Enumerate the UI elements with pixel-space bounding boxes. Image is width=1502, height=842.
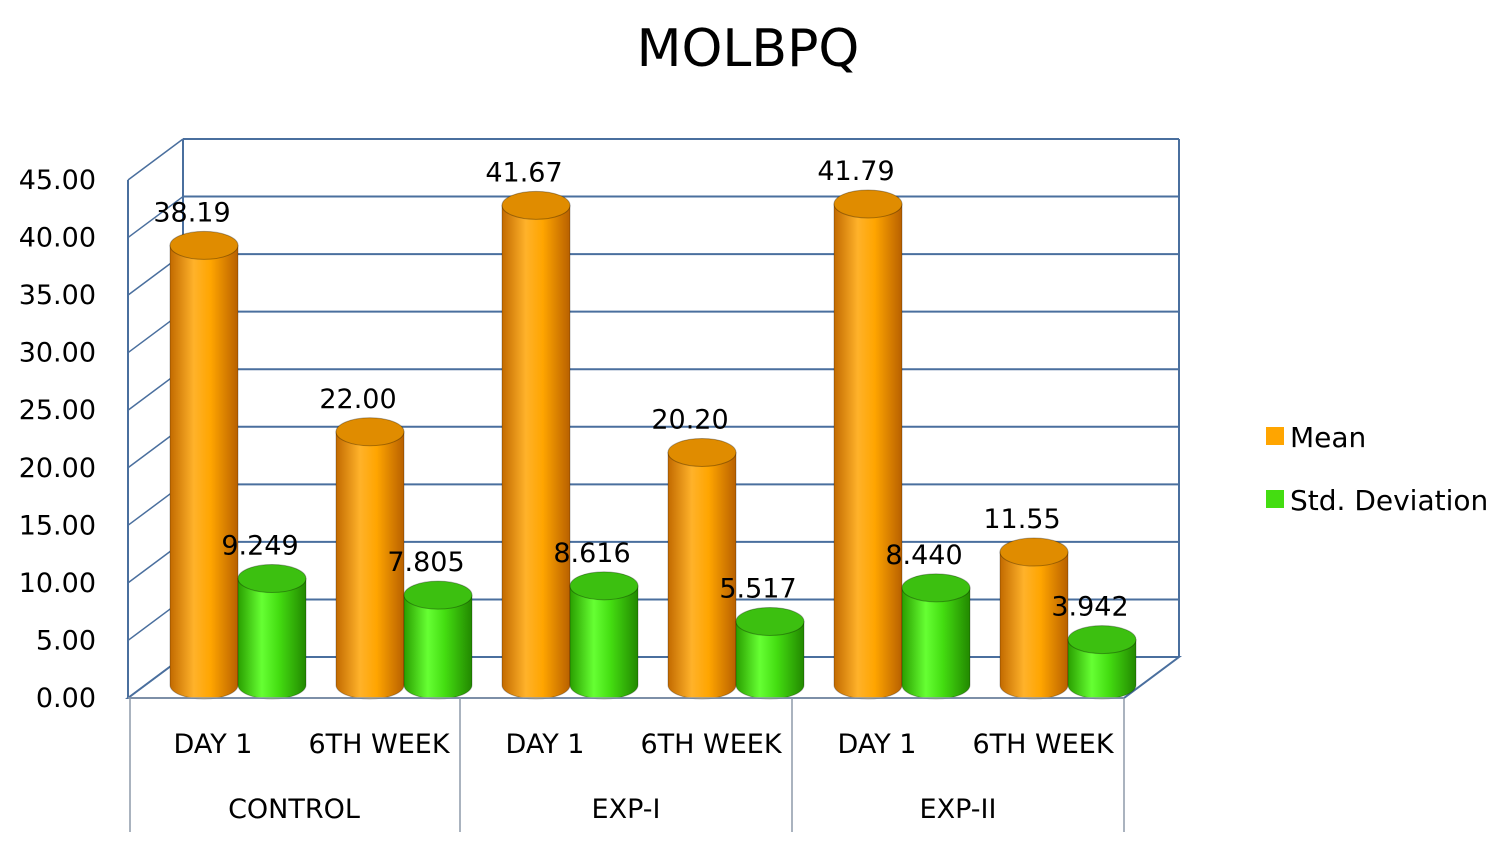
category-label: DAY 1 [838, 729, 917, 760]
cylinder-body [999, 551, 1069, 700]
group-label: CONTROL [228, 794, 360, 825]
y-tick-label: 15.00 [19, 510, 96, 541]
mean-bar [169, 230, 239, 700]
mean-bar [335, 417, 405, 700]
cylinder-body [237, 578, 307, 700]
cylinder-body [569, 585, 639, 700]
y-tick-label: 25.00 [19, 395, 96, 426]
cylinder-top [403, 580, 473, 610]
data-label: 8.440 [885, 540, 962, 571]
group-label: EXP-I [592, 794, 661, 825]
cylinder-top [735, 606, 805, 636]
y-tick-label: 0.00 [36, 683, 96, 714]
cylinder-top [169, 230, 239, 260]
cylinder-body [901, 587, 971, 700]
gridline-side [127, 138, 184, 181]
data-label: 11.55 [983, 504, 1060, 535]
cylinder-body [501, 204, 571, 700]
legend-swatch [1266, 427, 1284, 445]
cylinder-top [237, 564, 307, 594]
y-tick-label: 5.00 [36, 625, 96, 656]
std-deviation-bar [569, 571, 639, 700]
legend: Mean Std. Deviation [1266, 421, 1488, 517]
mean-bar [667, 437, 737, 700]
data-label: 5.517 [719, 573, 796, 604]
cylinder-top [901, 573, 971, 603]
cylinder-body [335, 431, 405, 700]
category-label: 6TH WEEK [972, 729, 1114, 760]
cylinder-body [833, 203, 903, 700]
data-label: 38.19 [153, 197, 230, 228]
mean-bar [501, 190, 571, 700]
cylinder-top [999, 537, 1069, 567]
legend-swatch [1266, 490, 1284, 508]
gridline-side [127, 195, 184, 239]
cylinder-body [1067, 639, 1137, 700]
cylinder-body [169, 244, 239, 700]
legend-entry: Std. Deviation [1290, 484, 1488, 517]
cylinder-body [735, 620, 805, 700]
y-tick-label: 45.00 [19, 165, 96, 196]
cylinder-body [403, 594, 473, 700]
cylinder-top [833, 189, 903, 219]
std-deviation-bar [1067, 625, 1137, 700]
bars [169, 189, 1137, 700]
category-label: 6TH WEEK [640, 729, 782, 760]
data-label: 9.249 [221, 531, 298, 562]
std-deviation-bar [735, 606, 805, 700]
y-tick-label: 10.00 [19, 568, 96, 599]
y-tick-label: 30.00 [19, 338, 96, 369]
cylinder-top [667, 437, 737, 467]
category-label: DAY 1 [506, 729, 585, 760]
y-tick-label: 35.00 [19, 280, 96, 311]
data-label: 20.20 [651, 404, 728, 435]
std-deviation-bar [403, 580, 473, 700]
y-tick-label: 40.00 [19, 223, 96, 254]
y-axis: 0.00 5.00 10.00 15.00 20.00 25.00 30.00 35.00 40… [19, 165, 96, 714]
data-label: 7.805 [387, 547, 464, 578]
mean-bar [999, 537, 1069, 700]
cylinder-body [667, 451, 737, 700]
cylinder-top [569, 571, 639, 601]
std-deviation-bar [901, 573, 971, 700]
data-label: 41.79 [817, 156, 894, 187]
cylinder-top [335, 417, 405, 447]
group-label: EXP-II [920, 794, 997, 825]
data-label: 22.00 [319, 384, 396, 415]
chart-title: MOLBPQ [637, 19, 860, 79]
mean-bar [833, 189, 903, 700]
category-label: 6TH WEEK [308, 729, 450, 760]
x-axis: DAY 1 6TH WEEK CONTROL DAY 1 6TH WEEK EXP-I DA… [128, 697, 1125, 832]
cylinder-top [501, 190, 571, 220]
data-label: 3.942 [1051, 592, 1128, 623]
cylinder-top [1067, 625, 1137, 655]
std-deviation-bar [237, 564, 307, 700]
data-labels: 38.19 9.249 22.00 7.805 41.67 8.616 20.20 5.517… [153, 156, 1128, 623]
legend-entry: Mean [1290, 421, 1366, 454]
data-label: 41.67 [485, 157, 562, 188]
data-label: 8.616 [553, 538, 630, 569]
category-label: DAY 1 [174, 729, 253, 760]
y-tick-label: 20.00 [19, 453, 96, 484]
